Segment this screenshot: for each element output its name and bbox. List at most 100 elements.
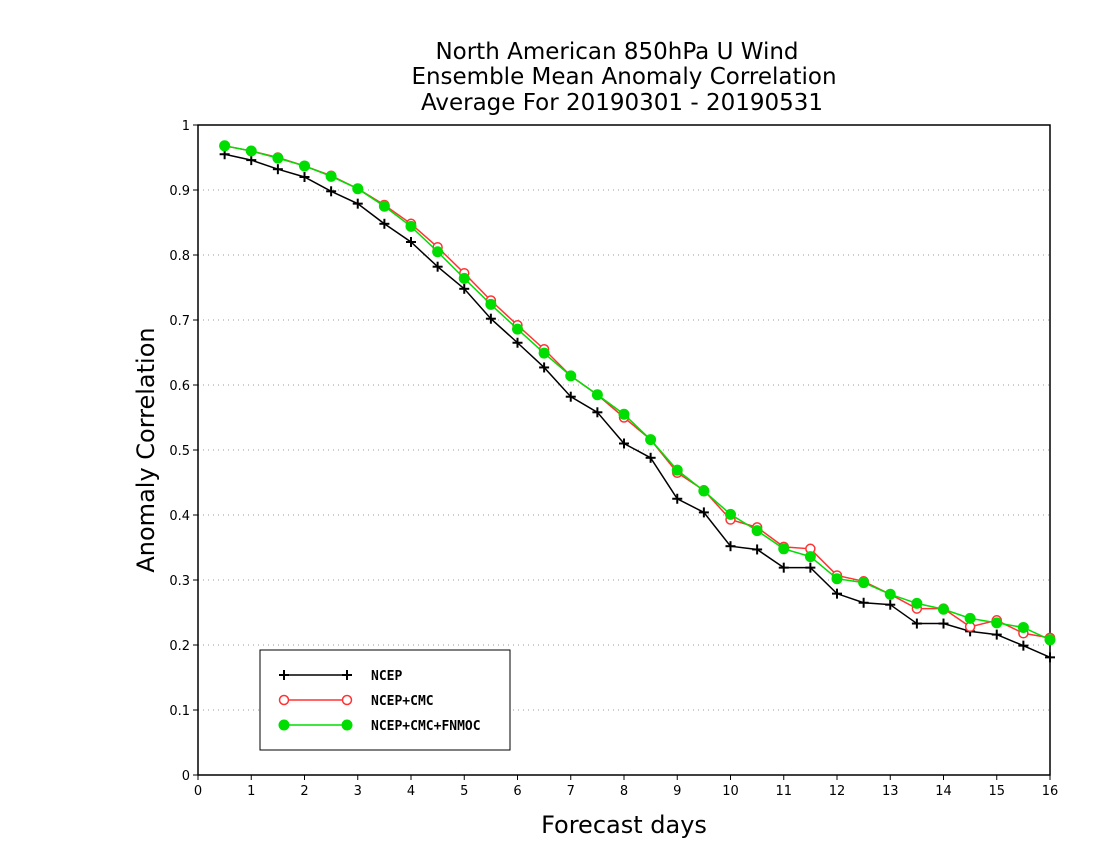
- data-point-ncep: [432, 261, 443, 272]
- data-point-ncep: [698, 507, 709, 518]
- legend-marker: [341, 719, 353, 731]
- x-tick-label: 3: [354, 784, 362, 799]
- x-tick-label: 7: [567, 784, 575, 799]
- series-line-ncep-cmc: [224, 145, 1051, 639]
- y-tick-label: 0.8: [169, 249, 190, 264]
- series-layer: [219, 140, 1056, 663]
- data-point-ncep: [911, 618, 922, 629]
- data-point-ncep: [938, 618, 949, 629]
- data-point-ncep-cmc-fnmoc: [938, 603, 949, 615]
- data-point-ncep-cmc-fnmoc: [911, 597, 923, 609]
- data-point-ncep-cmc-fnmoc: [458, 272, 470, 284]
- y-tick-label: 0.4: [169, 509, 190, 524]
- data-point-ncep: [1045, 652, 1055, 663]
- data-point-ncep: [1018, 640, 1029, 651]
- series-ncep: [219, 149, 1055, 663]
- x-tick-label: 5: [460, 784, 468, 799]
- data-point-ncep-cmc-fnmoc: [485, 298, 497, 310]
- data-point-ncep-cmc-fnmoc: [858, 577, 870, 589]
- legend-marker: [342, 670, 352, 680]
- x-tick-label: 13: [882, 784, 899, 799]
- data-point-ncep-cmc-fnmoc: [751, 525, 763, 537]
- data-point-ncep: [832, 588, 842, 599]
- chart-title-line-2: Ensemble Mean Anomaly Correlation: [411, 64, 836, 90]
- x-tick-label: 16: [1042, 784, 1059, 799]
- legend-label: NCEP: [371, 669, 402, 684]
- data-point-ncep-cmc-fnmoc: [325, 170, 337, 182]
- x-tick-label: 10: [722, 784, 739, 799]
- legend-label: NCEP+CMC: [371, 694, 434, 709]
- legend-item-ncep: NCEP: [279, 669, 402, 684]
- legend-label: NCEP+CMC+FNMOC: [371, 719, 481, 734]
- legend-marker: [341, 694, 353, 706]
- data-point-ncep: [272, 164, 283, 175]
- x-tick-label: 11: [775, 784, 792, 799]
- data-point-ncep-cmc-fnmoc: [352, 183, 364, 195]
- data-point-ncep: [805, 562, 816, 573]
- data-point-ncep: [565, 391, 576, 402]
- x-axis-title: Forecast days: [541, 811, 707, 839]
- data-point-ncep-cmc-fnmoc: [671, 464, 683, 476]
- legend-item-ncep-cmc-fnmoc: NCEP+CMC+FNMOC: [278, 719, 481, 734]
- y-tick-label: 0.1: [169, 704, 190, 719]
- y-tick-label: 0.2: [169, 639, 190, 654]
- data-point-ncep: [619, 438, 629, 449]
- data-point-ncep: [672, 493, 683, 504]
- legend-item-ncep-cmc: NCEP+CMC: [278, 694, 434, 709]
- chart-title-line-1: North American 850hPa U Wind: [435, 39, 798, 65]
- data-point-ncep-cmc-fnmoc: [831, 573, 843, 585]
- data-point-ncep-cmc-fnmoc: [245, 145, 257, 157]
- legend-marker: [278, 719, 290, 731]
- x-tick-label: 6: [513, 784, 521, 799]
- data-point-ncep: [592, 407, 603, 418]
- data-point-ncep-cmc-fnmoc: [378, 200, 390, 212]
- data-point-ncep: [459, 283, 470, 294]
- x-tick-label: 14: [935, 784, 952, 799]
- y-tick-label: 0.9: [169, 184, 190, 199]
- x-tick-label: 8: [620, 784, 628, 799]
- data-point-ncep: [645, 452, 656, 463]
- data-point-ncep: [512, 337, 523, 348]
- data-point-ncep-cmc-fnmoc: [1044, 634, 1056, 646]
- series-line-ncep-cmc-fnmoc: [224, 145, 1051, 641]
- x-tick-label: 0: [194, 784, 202, 799]
- data-point-ncep: [352, 198, 363, 209]
- y-tick-label: 0.3: [169, 574, 190, 589]
- data-point-ncep-cmc-fnmoc: [645, 434, 657, 446]
- x-axis-ticks: 0 1 2 3 4 5 6 7 8 9 10 11 12 13 14 15 16: [194, 775, 1058, 799]
- y-tick-label: 0.7: [169, 314, 190, 329]
- data-point-ncep-cmc-fnmoc: [1017, 621, 1029, 633]
- y-tick-label: 0: [182, 769, 190, 784]
- data-point-ncep-cmc-fnmoc: [565, 370, 577, 382]
- y-tick-label: 1: [182, 119, 190, 134]
- y-tick-label: 0.5: [169, 444, 190, 459]
- data-point-ncep: [858, 597, 869, 608]
- data-point-ncep-cmc-fnmoc: [538, 347, 550, 359]
- legend: NCEP NCEP+CMC NCEP+CMC+FNMOC: [259, 649, 511, 751]
- legend-marker: [279, 670, 289, 680]
- data-point-ncep: [885, 599, 896, 610]
- data-point-ncep-cmc-fnmoc: [698, 485, 710, 497]
- x-tick-label: 1: [247, 784, 255, 799]
- data-point-ncep: [991, 629, 1002, 640]
- chart-title-line-3: Average For 20190301 - 20190531: [421, 90, 823, 116]
- y-tick-label: 0.6: [169, 379, 190, 394]
- data-point-ncep-cmc-fnmoc: [884, 588, 896, 600]
- data-point-ncep-cmc-fnmoc: [618, 408, 630, 420]
- gridlines: [198, 189, 1050, 711]
- data-point-ncep-cmc-fnmoc: [725, 508, 736, 520]
- data-point-ncep-cmc-fnmoc: [512, 323, 523, 335]
- data-point-ncep: [725, 541, 736, 552]
- data-point-ncep: [539, 362, 550, 373]
- x-tick-label: 15: [988, 784, 1005, 799]
- data-point-ncep: [406, 237, 416, 247]
- data-point-ncep-cmc-fnmoc: [964, 612, 976, 624]
- data-point-ncep-cmc-fnmoc: [591, 389, 603, 401]
- data-point-ncep-cmc-fnmoc: [405, 220, 417, 232]
- x-tick-label: 2: [300, 784, 308, 799]
- data-point-ncep-cmc-fnmoc: [219, 140, 231, 152]
- data-point-ncep: [778, 562, 789, 573]
- data-point-ncep-cmc-fnmoc: [991, 617, 1003, 629]
- series-ncep-cmc-fnmoc: [219, 140, 1056, 646]
